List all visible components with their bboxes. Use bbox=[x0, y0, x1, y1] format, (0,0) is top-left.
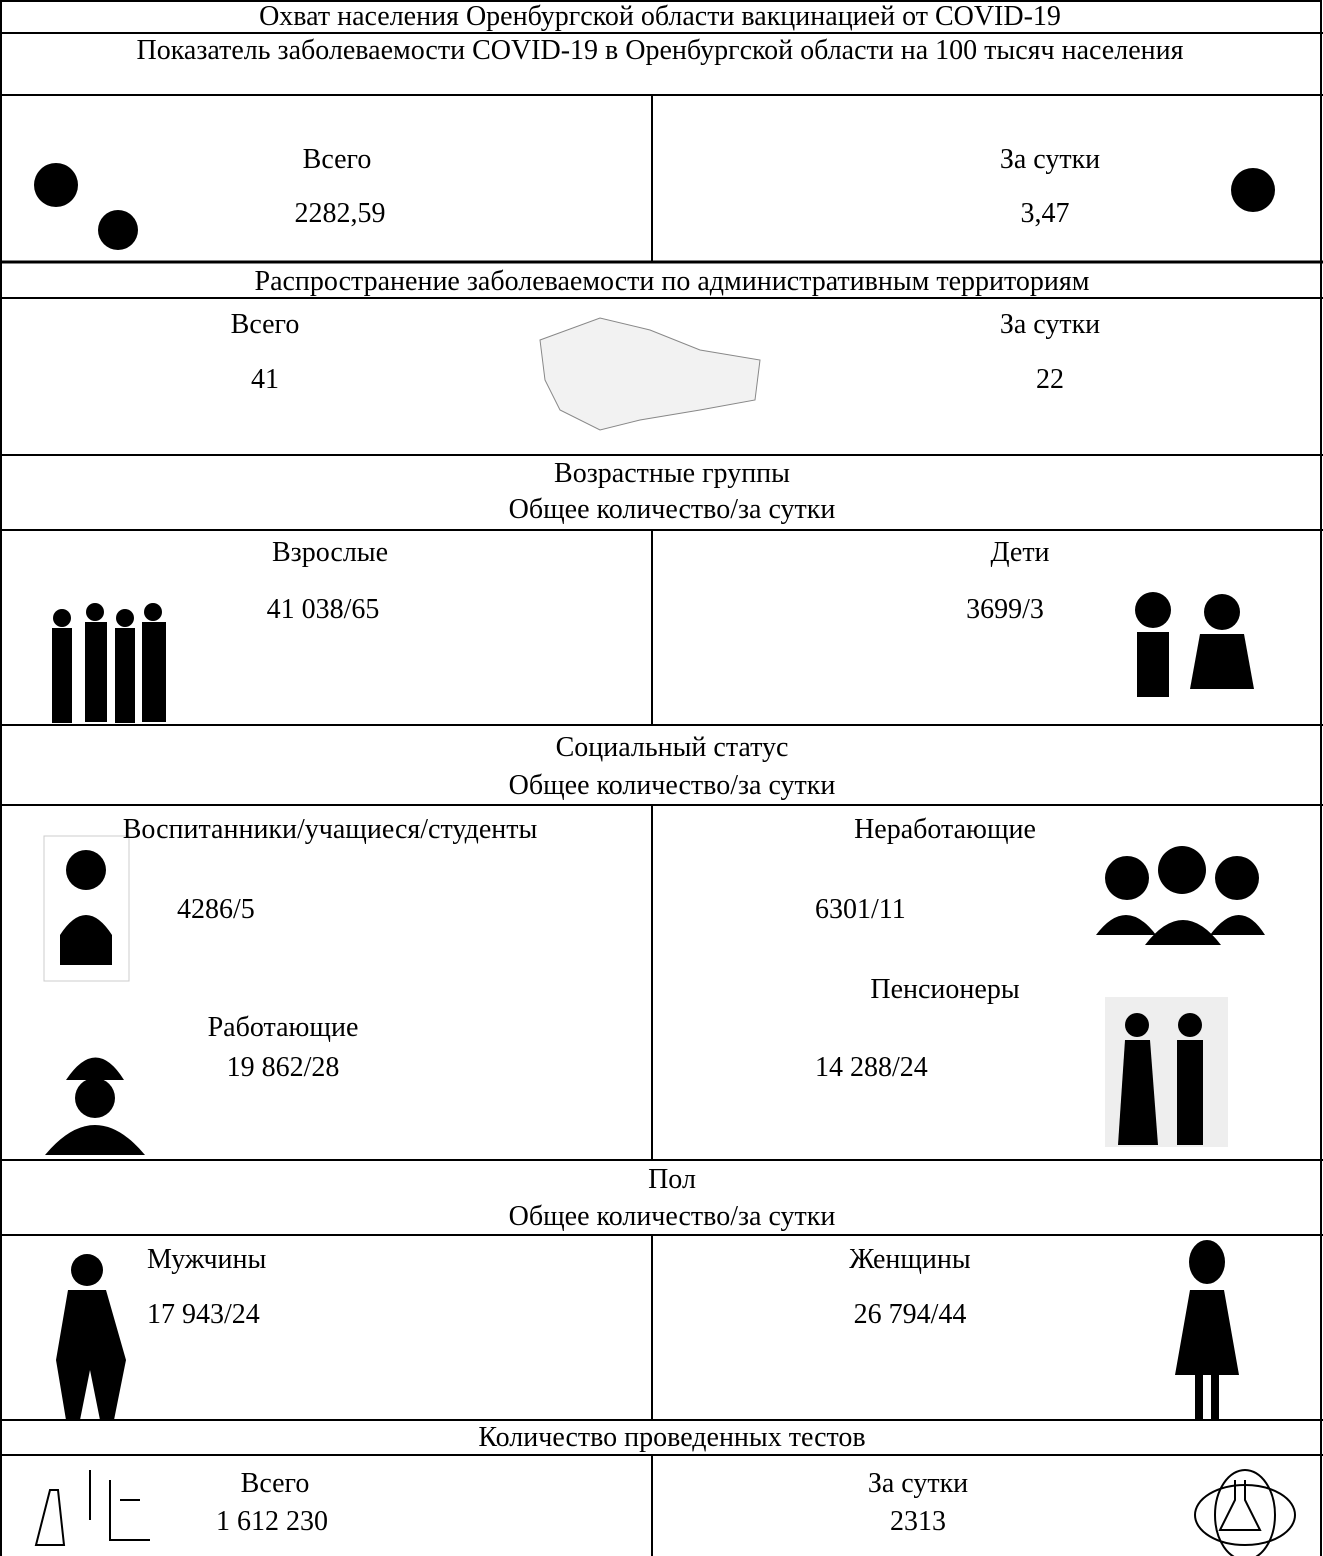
section-subtitle: Общее количество/за сутки bbox=[508, 1201, 836, 1232]
lab-icons bbox=[34, 1469, 1296, 1556]
cell-label: Пенсионеры bbox=[870, 974, 1020, 1005]
cell-label: Работающие bbox=[207, 1012, 359, 1043]
section-title: Количество проведенных тестов bbox=[478, 1422, 866, 1453]
cell-value: 2282,59 bbox=[294, 198, 386, 229]
cell-label: Всего bbox=[230, 309, 300, 340]
cell-label: Неработающие bbox=[854, 814, 1036, 845]
cell-value: 41 bbox=[251, 364, 279, 395]
section-subtitle: Общее количество/за сутки bbox=[508, 494, 836, 525]
cell-value: 6301/11 bbox=[815, 894, 906, 925]
cell-label: Воспитанники/учащиеся/студенты bbox=[122, 814, 538, 845]
section-title: Показатель заболеваемости COVID-19 в Оре… bbox=[136, 35, 1184, 66]
cell-value: 26 794/44 bbox=[853, 1299, 967, 1330]
cell-label: Женщины bbox=[849, 1244, 971, 1275]
section-title: Пол bbox=[648, 1164, 696, 1195]
people-icons bbox=[43, 592, 1265, 1420]
cell-label: Дети bbox=[990, 537, 1050, 568]
cell-value: 17 943/24 bbox=[147, 1299, 260, 1330]
cell-value: 41 038/65 bbox=[266, 594, 380, 625]
section-title: Возрастные группы bbox=[554, 458, 790, 489]
cell-value: 1 612 230 bbox=[216, 1506, 328, 1537]
cell-label: Взрослые bbox=[271, 537, 389, 568]
section-title: Социальный статус bbox=[555, 732, 789, 763]
page-title: Охват населения Оренбургской области вак… bbox=[259, 1, 1061, 32]
cell-label: Всего bbox=[240, 1468, 310, 1499]
section-subtitle: Общее количество/за сутки bbox=[508, 770, 836, 801]
cell-label: За сутки bbox=[867, 1468, 969, 1499]
cell-label: За сутки bbox=[999, 144, 1101, 175]
cell-value: 22 bbox=[1036, 364, 1064, 395]
cell-value: 2313 bbox=[890, 1506, 946, 1537]
cell-value: 3699/3 bbox=[966, 594, 1044, 625]
cell-value: 3,47 bbox=[1020, 198, 1070, 229]
cell-value: 4286/5 bbox=[177, 894, 255, 925]
cell-label: Всего bbox=[302, 144, 372, 175]
region-map bbox=[539, 317, 761, 431]
cell-label: Мужчины bbox=[147, 1244, 267, 1275]
section-title: Распространение заболеваемости по админи… bbox=[254, 266, 1090, 297]
cell-value: 19 862/28 bbox=[226, 1052, 340, 1083]
cell-value: 14 288/24 bbox=[815, 1052, 928, 1083]
cell-label: За сутки bbox=[999, 309, 1101, 340]
virus-icons bbox=[34, 163, 1275, 250]
